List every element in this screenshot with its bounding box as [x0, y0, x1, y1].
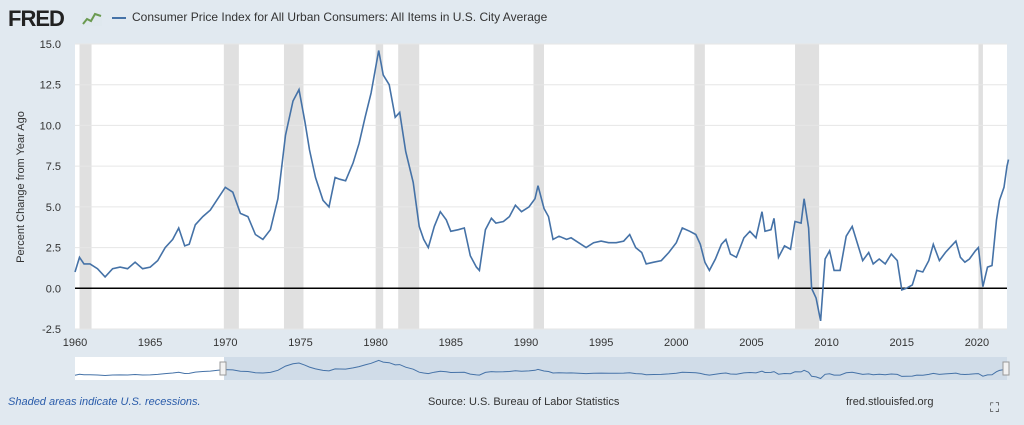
recession-note[interactable]: Shaded areas indicate U.S. recessions. — [8, 396, 201, 408]
recession-band-2 — [283, 44, 304, 329]
source-text: Source: U.S. Bureau of Labor Statistics — [428, 396, 620, 408]
y-tick-label: 5.0 — [46, 202, 61, 214]
navigator-window[interactable] — [224, 357, 1007, 380]
series-line — [74, 50, 1010, 322]
x-tick-label: 1975 — [288, 337, 312, 349]
recession-band-6 — [694, 44, 705, 329]
x-tick-label: 2010 — [814, 337, 838, 349]
y-tick-label: 12.5 — [40, 80, 61, 92]
fred-graph-icon — [82, 10, 102, 26]
x-tick-label: 1985 — [439, 337, 463, 349]
x-tick-label: 2020 — [965, 337, 989, 349]
x-tick-label: 1995 — [589, 337, 613, 349]
x-axis-ticks: 1960 1965 1970 1975 1980 1985 1990 1995 2000 2005… — [63, 337, 989, 349]
y-axis-label: Percent Change from Year Ago — [15, 111, 27, 263]
y-tick-label: 15.0 — [40, 39, 61, 51]
navigator-handle-left[interactable] — [219, 361, 227, 376]
x-tick-label: 2015 — [890, 337, 914, 349]
site-link[interactable]: fred.stlouisfed.org — [846, 396, 934, 408]
navigator-handle-right[interactable] — [1002, 361, 1010, 376]
legend-swatch — [112, 16, 126, 19]
recession-band-3 — [375, 44, 384, 329]
recession-band-4 — [398, 44, 420, 329]
y-axis-ticks: -2.5 0.0 2.5 5.0 7.5 10.0 12.5 15.0 — [40, 39, 61, 336]
x-tick-label: 1980 — [363, 337, 387, 349]
chart[interactable]: -2.5 0.0 2.5 5.0 7.5 10.0 12.5 15.0 1960 1965 197… — [0, 0, 1024, 390]
recession-band-8 — [978, 44, 983, 329]
recession-band-7 — [795, 44, 820, 329]
navigator-line — [74, 359, 1009, 380]
recession-shading — [79, 44, 983, 329]
y-tick-label: 2.5 — [46, 243, 61, 255]
legend-label: Consumer Price Index for All Urban Consu… — [132, 10, 548, 24]
recession-band-1 — [223, 44, 239, 329]
y-tick-label: 0.0 — [46, 283, 61, 295]
y-tick-label: 10.0 — [40, 120, 61, 132]
y-tick-label: 7.5 — [46, 161, 61, 173]
x-tick-label: 1960 — [63, 337, 87, 349]
y-tick-label: -2.5 — [42, 324, 61, 336]
series-legend[interactable]: Consumer Price Index for All Urban Consu… — [112, 10, 547, 24]
x-tick-label: 2005 — [739, 337, 763, 349]
x-tick-label: 2000 — [664, 337, 688, 349]
recession-band-0 — [79, 44, 92, 329]
fred-logo: FRED — [8, 6, 65, 31]
fullscreen-icon[interactable]: ⛶ — [990, 400, 1000, 415]
x-tick-label: 1990 — [514, 337, 538, 349]
x-tick-label: 1970 — [213, 337, 237, 349]
x-tick-label: 1965 — [138, 337, 162, 349]
